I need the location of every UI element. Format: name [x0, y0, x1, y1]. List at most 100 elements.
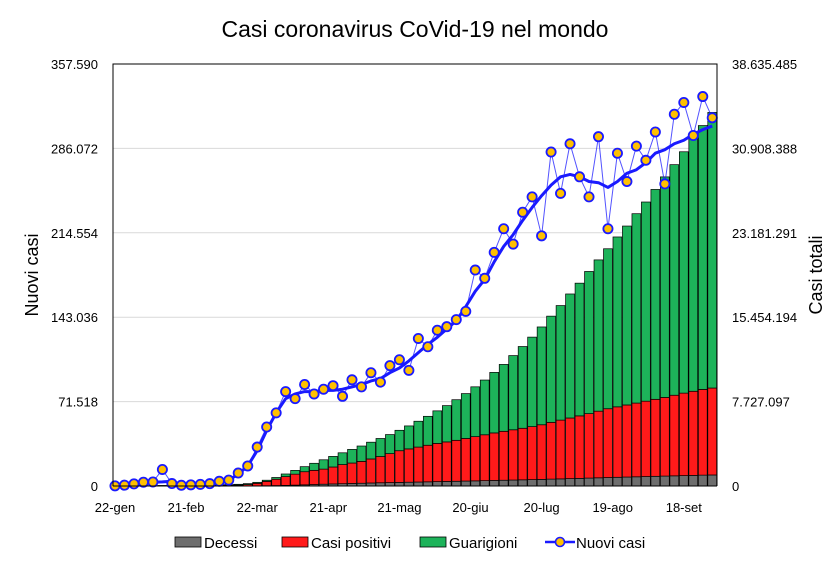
new-cases-point: [139, 478, 148, 487]
bar-guarigioni: [594, 260, 603, 411]
right-tick-label: 30.908.388: [732, 141, 797, 156]
bar-casi-positivi: [537, 425, 546, 480]
bar-decessi: [708, 475, 717, 486]
bar-guarigioni: [461, 394, 470, 439]
new-cases-point: [708, 113, 717, 122]
new-cases-point: [253, 442, 262, 451]
new-cases-point: [452, 315, 461, 324]
bar-casi-positivi: [632, 403, 641, 477]
bar-guarigioni: [319, 460, 328, 469]
new-cases-point: [528, 192, 537, 201]
bar-guarigioni: [509, 356, 518, 430]
new-cases-point: [537, 231, 546, 240]
bar-decessi: [679, 476, 688, 486]
left-tick-label: 71.518: [58, 395, 98, 410]
bar-casi-positivi: [708, 388, 717, 475]
new-cases-point: [272, 408, 281, 417]
bar-decessi: [537, 479, 546, 486]
bar-decessi: [499, 480, 508, 486]
x-tick-label: 21-apr: [310, 500, 348, 515]
bar-guarigioni: [291, 470, 300, 474]
bar-casi-positivi: [262, 481, 271, 485]
bar-guarigioni: [300, 467, 309, 472]
bar-guarigioni: [404, 426, 413, 449]
x-tick-label: 22-mar: [237, 500, 279, 515]
left-tick-label: 357.590: [51, 57, 98, 72]
bar-casi-positivi: [547, 422, 556, 479]
bar-decessi: [641, 477, 650, 486]
bar-casi-positivi: [651, 399, 660, 476]
legend-swatch-decessi: [175, 537, 201, 547]
bar-guarigioni: [566, 294, 575, 418]
new-cases-point: [196, 480, 205, 489]
bar-guarigioni: [367, 442, 376, 459]
right-axis-ticks: 07.727.09715.454.19423.181.29130.908.388…: [732, 57, 797, 494]
bar-guarigioni: [262, 480, 271, 481]
new-cases-point: [632, 142, 641, 151]
x-tick-label: 18-set: [666, 500, 703, 515]
bar-casi-positivi: [442, 442, 451, 482]
bar-decessi: [461, 481, 470, 486]
chart-title: Casi coronavirus CoVid-19 nel mondo: [222, 16, 609, 42]
bar-guarigioni: [518, 347, 527, 429]
stacked-bars: [130, 112, 717, 486]
new-cases-point: [129, 479, 138, 488]
bar-decessi: [433, 482, 442, 486]
bar-casi-positivi: [509, 430, 518, 480]
bar-guarigioni: [310, 463, 319, 470]
bar-casi-positivi: [357, 461, 366, 483]
bar-decessi: [660, 476, 669, 486]
bar-guarigioni: [385, 435, 394, 454]
bar-casi-positivi: [404, 449, 413, 482]
new-cases-point: [319, 385, 328, 394]
bar-casi-positivi: [575, 416, 584, 478]
new-cases-point: [215, 477, 224, 486]
bar-casi-positivi: [679, 393, 688, 475]
bar-guarigioni: [641, 202, 650, 401]
bar-decessi: [528, 480, 537, 486]
bar-guarigioni: [480, 380, 489, 435]
new-cases-point: [357, 382, 366, 391]
bar-guarigioni: [357, 446, 366, 461]
bar-guarigioni: [708, 112, 717, 388]
left-tick-label: 214.554: [51, 226, 98, 241]
new-cases-point: [224, 475, 233, 484]
bar-decessi: [585, 478, 594, 486]
new-cases-point: [613, 149, 622, 158]
bar-casi-positivi: [319, 469, 328, 484]
new-cases-point: [376, 378, 385, 387]
x-tick-label: 19-ago: [592, 500, 632, 515]
bar-casi-positivi: [452, 440, 461, 481]
bar-guarigioni: [243, 484, 252, 485]
new-cases-point: [679, 98, 688, 107]
new-cases-point: [594, 132, 603, 141]
bar-guarigioni: [253, 482, 262, 483]
new-cases-point: [471, 265, 480, 274]
bar-decessi: [404, 482, 413, 486]
new-cases-point: [148, 477, 157, 486]
bar-decessi: [423, 482, 432, 486]
new-cases-point: [518, 208, 527, 217]
new-cases-point: [603, 224, 612, 233]
bar-guarigioni: [632, 214, 641, 403]
bar-guarigioni: [376, 438, 385, 456]
bar-casi-positivi: [490, 433, 499, 481]
new-cases-point: [366, 368, 375, 377]
new-cases-point: [291, 394, 300, 403]
bar-decessi: [452, 481, 461, 486]
bar-decessi: [471, 481, 480, 486]
bar-casi-positivi: [329, 467, 338, 484]
x-tick-label: 20-lug: [524, 500, 560, 515]
bar-decessi: [604, 478, 613, 486]
bar-decessi: [509, 480, 518, 486]
bar-guarigioni: [613, 237, 622, 407]
legend-swatch-guarigioni: [420, 537, 446, 547]
bar-guarigioni: [395, 430, 404, 450]
right-tick-label: 38.635.485: [732, 57, 797, 72]
bar-casi-positivi: [414, 447, 423, 482]
bar-casi-positivi: [300, 472, 309, 485]
bar-decessi: [651, 476, 660, 486]
bar-casi-positivi: [622, 405, 631, 477]
bar-decessi: [689, 475, 698, 486]
bar-casi-positivi: [499, 431, 508, 480]
